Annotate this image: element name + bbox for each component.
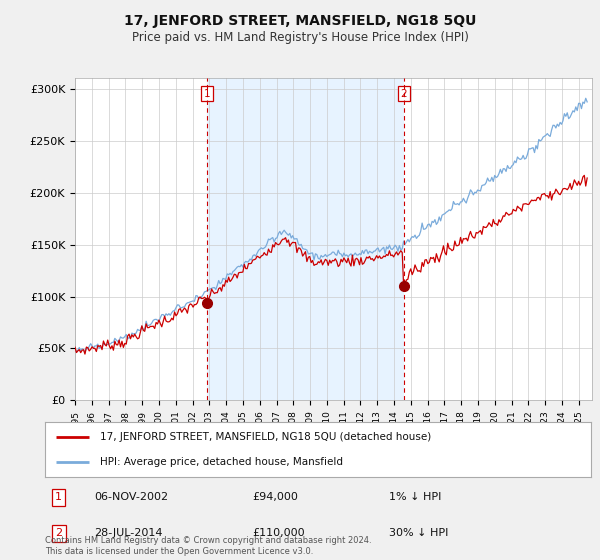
Text: 06-NOV-2002: 06-NOV-2002: [94, 492, 168, 502]
Bar: [207, 78, 404, 400]
Text: Contains HM Land Registry data © Crown copyright and database right 2024.
This d: Contains HM Land Registry data © Crown c…: [45, 536, 371, 556]
Text: 2: 2: [400, 89, 407, 99]
Text: 30% ↓ HPI: 30% ↓ HPI: [389, 528, 448, 538]
Text: 1: 1: [203, 89, 210, 99]
Text: £94,000: £94,000: [253, 492, 298, 502]
Text: 17, JENFORD STREET, MANSFIELD, NG18 5QU: 17, JENFORD STREET, MANSFIELD, NG18 5QU: [124, 14, 476, 28]
Text: £110,000: £110,000: [253, 528, 305, 538]
Text: HPI: Average price, detached house, Mansfield: HPI: Average price, detached house, Mans…: [100, 458, 343, 467]
Text: Price paid vs. HM Land Registry's House Price Index (HPI): Price paid vs. HM Land Registry's House …: [131, 31, 469, 44]
Text: 1: 1: [55, 492, 62, 502]
Text: 1% ↓ HPI: 1% ↓ HPI: [389, 492, 442, 502]
Text: 28-JUL-2014: 28-JUL-2014: [94, 528, 163, 538]
Text: 17, JENFORD STREET, MANSFIELD, NG18 5QU (detached house): 17, JENFORD STREET, MANSFIELD, NG18 5QU …: [100, 432, 431, 442]
Text: 2: 2: [55, 528, 62, 538]
